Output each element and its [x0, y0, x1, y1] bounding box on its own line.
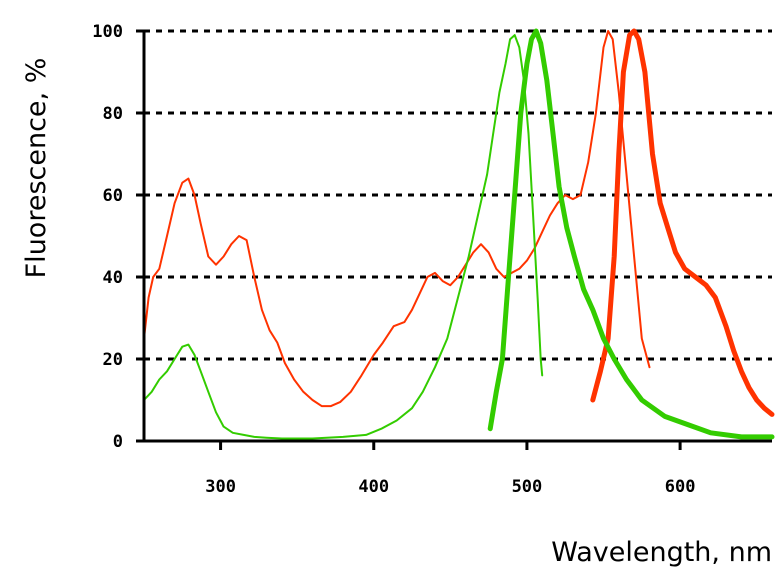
y-tick-label-100: 100 [92, 22, 123, 42]
series-line-4 [487, 28, 775, 440]
gridlines [144, 29, 772, 361]
series-line-1 [143, 30, 651, 408]
y-tick-label-60: 60 [103, 186, 123, 206]
series-line-2 [590, 28, 775, 417]
y-tick-label-40: 40 [103, 268, 123, 288]
y-tick-label-20: 20 [103, 350, 123, 370]
x-tick-label-500: 500 [512, 477, 543, 497]
series-layer [143, 28, 775, 440]
y-tick-label-0: 0 [113, 432, 123, 452]
x-tick-label-300: 300 [205, 477, 236, 497]
series-line-3 [143, 34, 544, 440]
y-tick-label-80: 80 [103, 104, 123, 124]
ticks: 0 20 40 60 80 100 300 400 500 600 [92, 22, 695, 497]
x-tick-label-400: 400 [358, 477, 389, 497]
x-tick-label-600: 600 [665, 477, 696, 497]
y-axis-title: Fluorescence, % [21, 58, 52, 279]
x-axis-title: Wavelength, nm [551, 537, 772, 568]
axes [142, 30, 772, 443]
